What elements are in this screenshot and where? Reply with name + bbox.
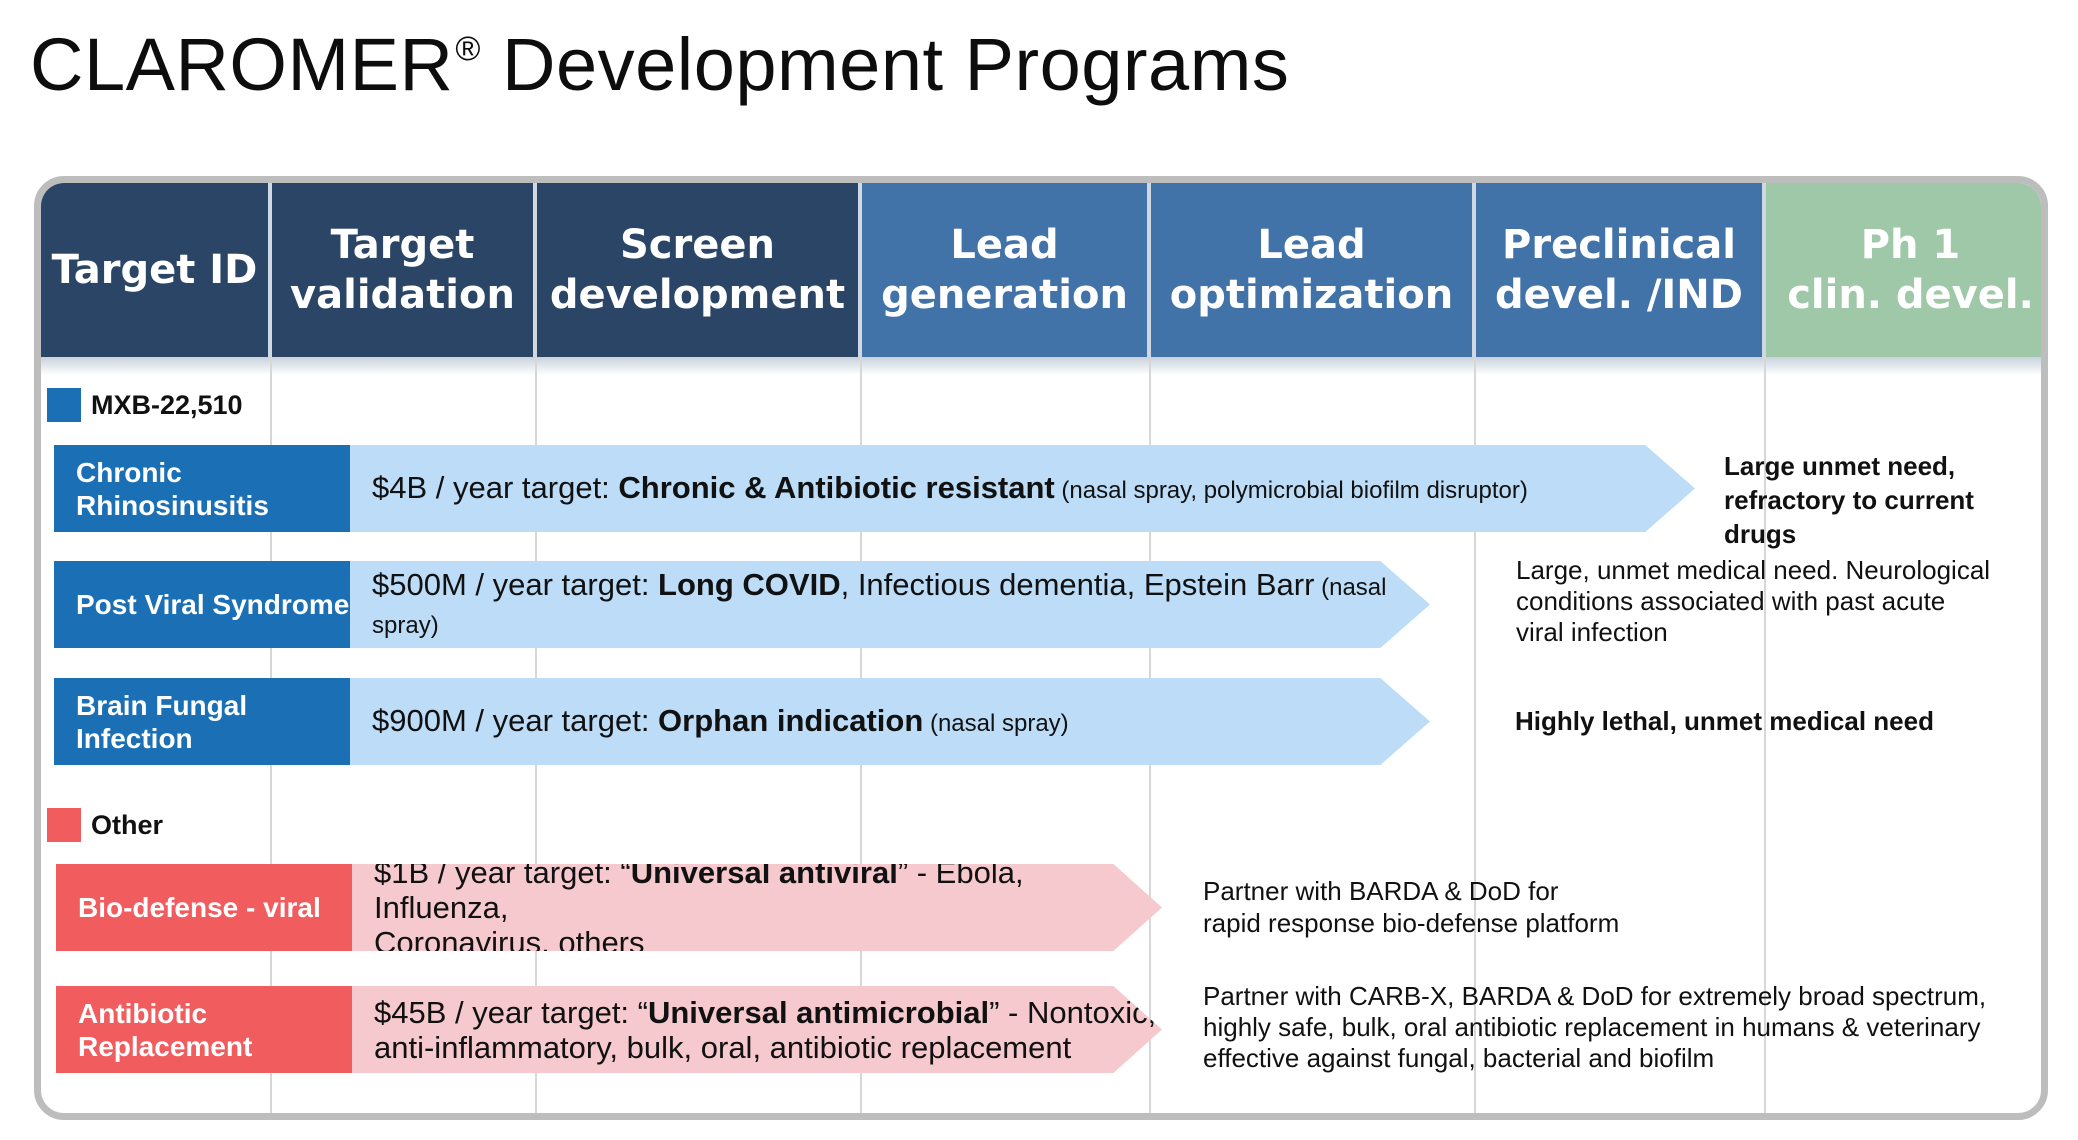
program-note-brain-fungal-infection: Highly lethal, unmet medical need: [1515, 706, 1934, 736]
program-label-chronic-rhinosinusitis: Chronic Rhinosinusitis: [54, 445, 350, 532]
page-title: CLAROMER® Development Programs: [30, 23, 1290, 106]
program-label-post-viral-syndrome: Post Viral Syndrome: [54, 561, 350, 648]
program-label-brain-fungal-infection: Brain Fungal Infection: [54, 678, 350, 765]
section-mxb: MXB-22,510: [47, 388, 243, 422]
stage-header-row: Target ID Target validation Screen devel…: [41, 183, 2041, 357]
section-label: Other: [91, 809, 164, 840]
program-arrow-antibiotic-replacement: $45B / year target: “Universal antimicro…: [352, 986, 1162, 1073]
mxb-color-swatch: [47, 388, 81, 422]
program-arrow-post-viral-syndrome: $500M / year target: Long COVID, Infecti…: [350, 561, 1430, 648]
section-label: MXB-22,510: [91, 389, 243, 420]
header-shadow: [41, 357, 2041, 375]
program-note-antibiotic-replacement: Partner with CARB-X, BARDA & DoD for ext…: [1203, 981, 1987, 1073]
section-other: Other: [47, 808, 163, 842]
stage-header-target-id: Target ID: [41, 183, 272, 357]
stage-header-lead-optimization: Lead optimization: [1151, 183, 1476, 357]
program-arrow-chronic-rhinosinusitis: $4B / year target: Chronic & Antibiotic …: [350, 445, 1695, 532]
other-color-swatch: [47, 808, 81, 842]
program-label-bio-defense-viral: Bio-defense - viral: [56, 864, 352, 951]
program-arrow-bio-defense-viral: $1B / year target: “Universal antiviral”…: [352, 864, 1162, 951]
pipeline-table: Target ID Target validation Screen devel…: [34, 176, 2048, 1120]
stage-header-target-validation: Target validation: [272, 183, 537, 357]
program-note-chronic-rhinosinusitis: Large unmet need, refractory to current …: [1724, 451, 1974, 549]
program-note-post-viral-syndrome: Large, unmet medical need. Neurological …: [1516, 555, 1991, 647]
program-note-bio-defense-viral: Partner with BARDA & DoD for rapid respo…: [1203, 876, 1620, 938]
stage-divider: [1474, 357, 1476, 1113]
program-label-antibiotic-replacement: Antibiotic Replacement: [56, 986, 352, 1073]
program-arrow-brain-fungal-infection: $900M / year target: Orphan indication (…: [350, 678, 1430, 765]
stage-divider: [1764, 357, 1766, 1113]
stage-header-lead-generation: Lead generation: [862, 183, 1151, 357]
stage-header-phase-1: Ph 1 clin. devel.: [1766, 183, 2041, 357]
stage-header-screen-development: Screen development: [537, 183, 862, 357]
stage-header-preclinical: Preclinical devel. /IND: [1476, 183, 1766, 357]
